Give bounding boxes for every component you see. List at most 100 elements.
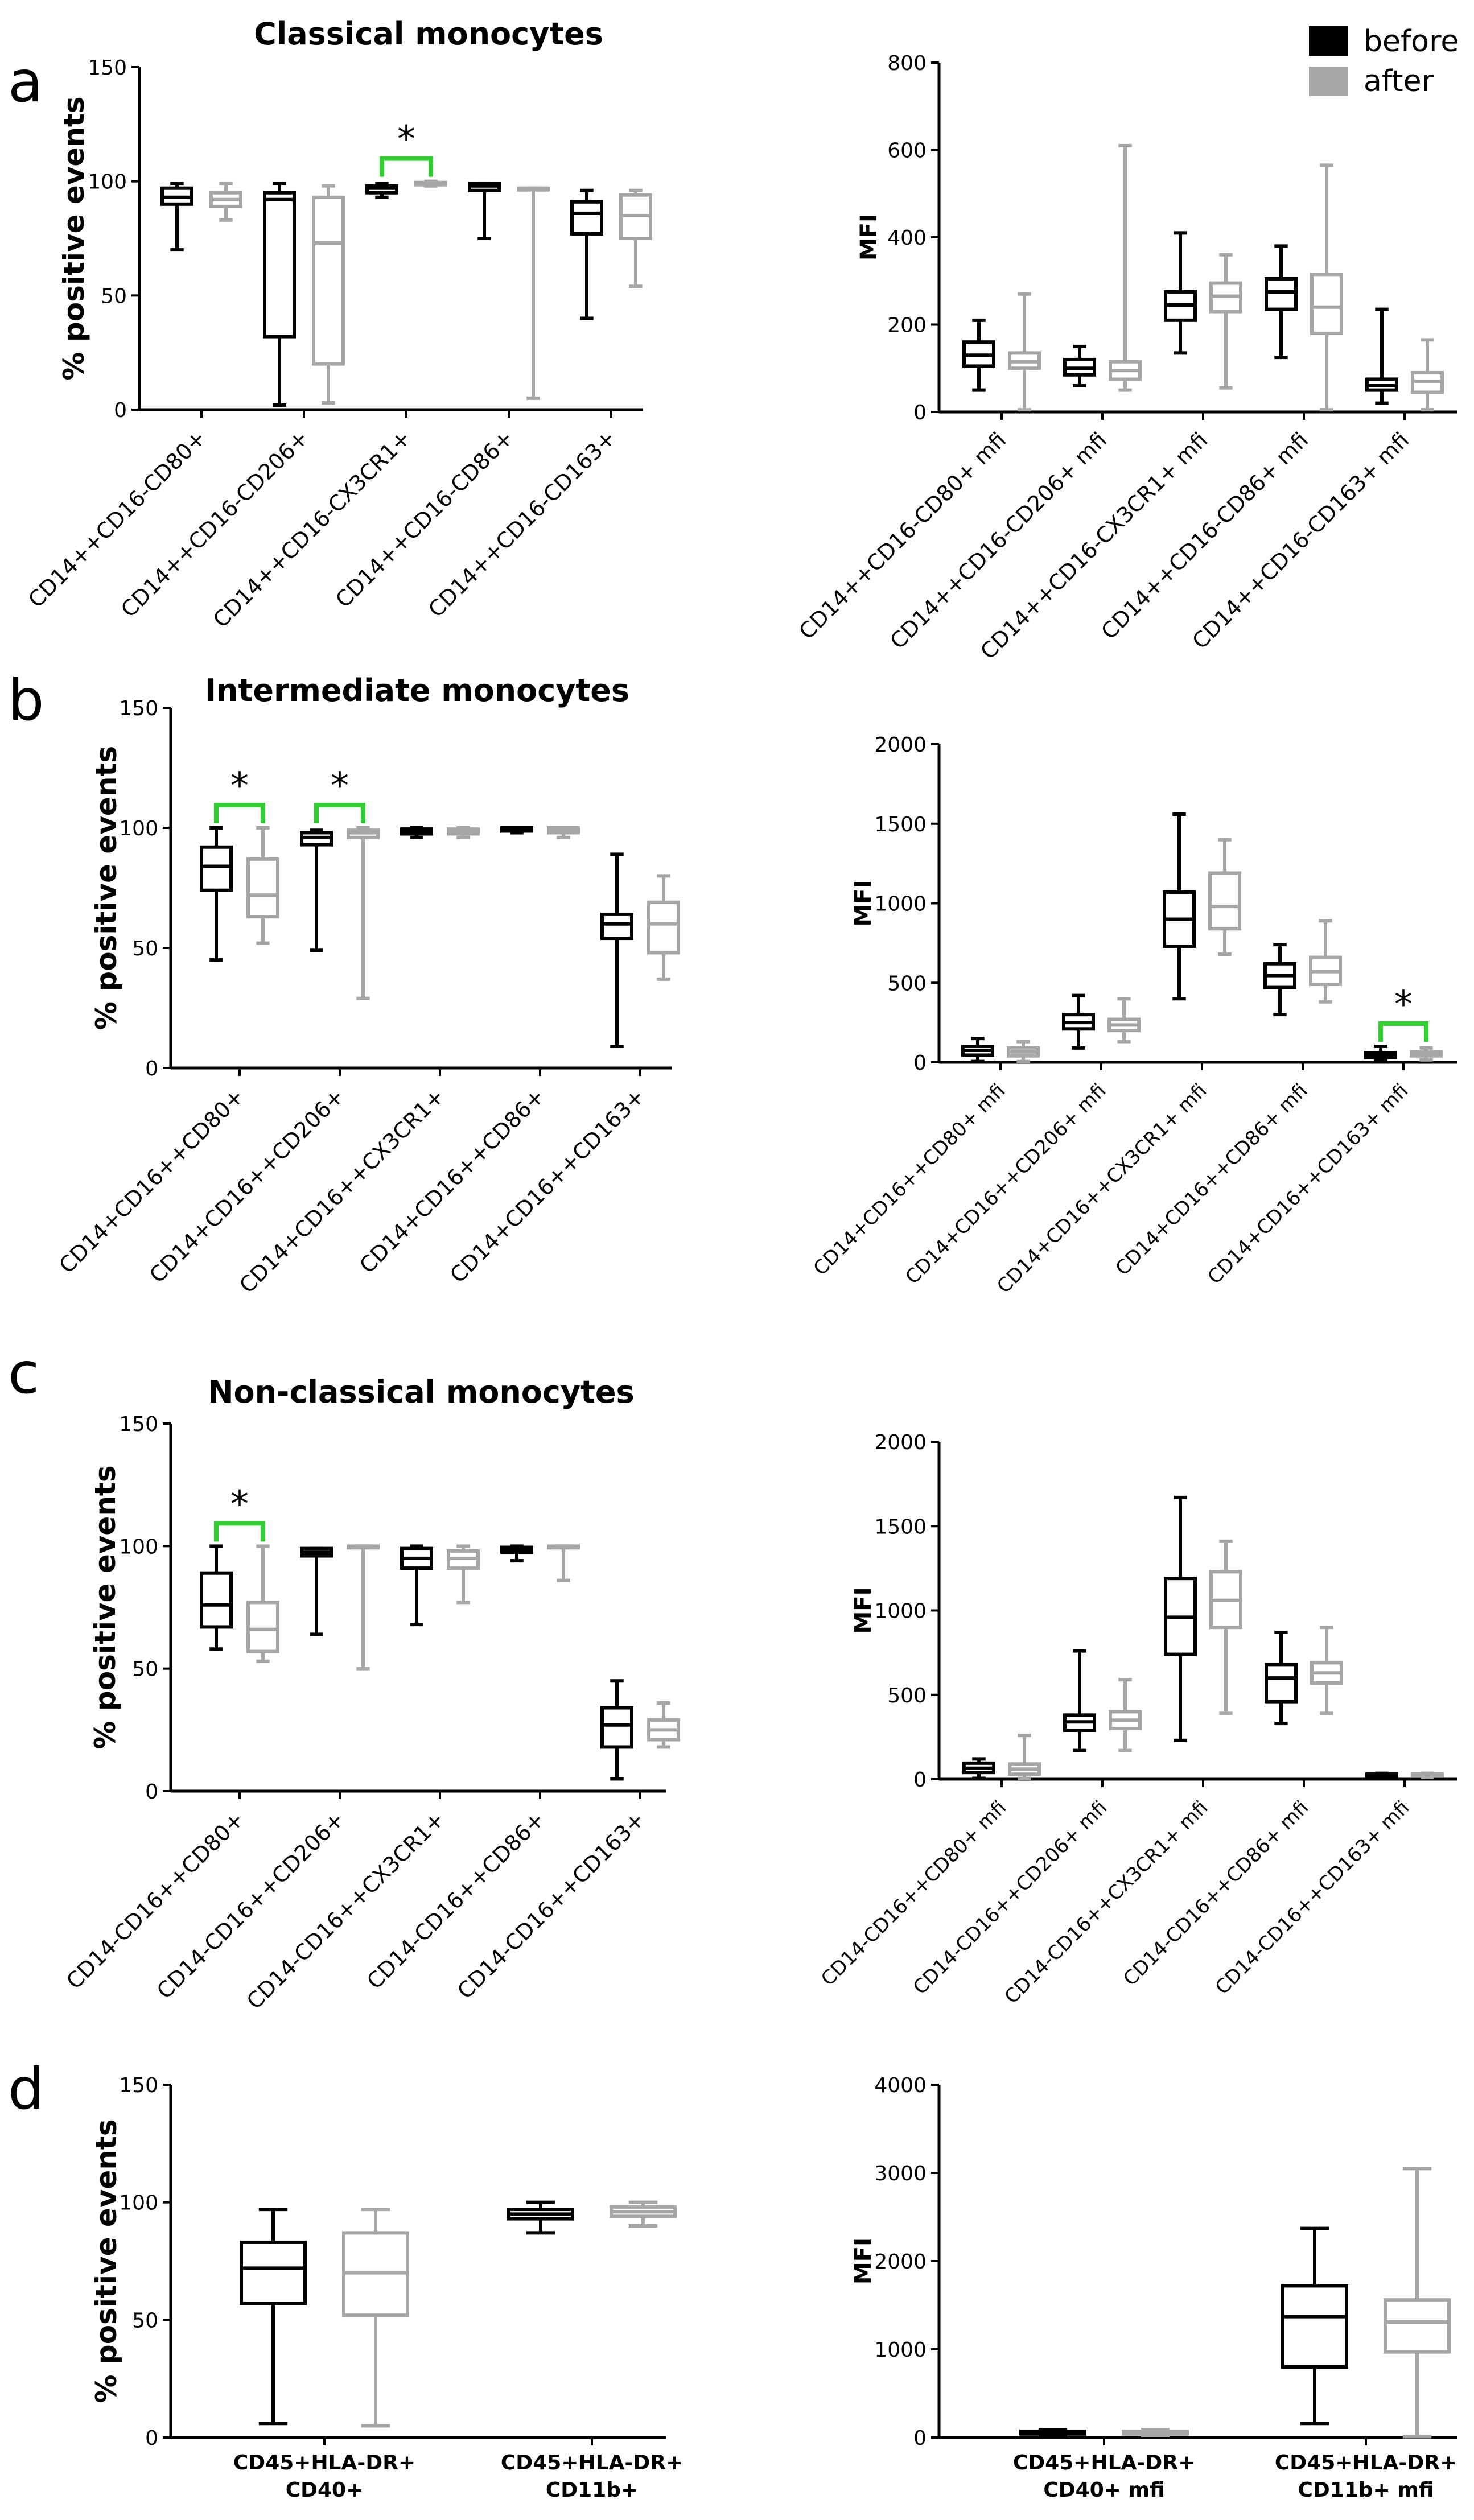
y-tick-label: 0 xyxy=(913,1768,927,1792)
x-category-label: CD14-CD16++CD86+ xyxy=(362,1807,549,1994)
x-category-label: CD11b+ xyxy=(546,2478,638,2502)
y-tick-label: 50 xyxy=(132,1658,158,1681)
panel-title-a: Classical monocytes xyxy=(254,16,603,52)
box-after xyxy=(312,195,345,366)
panel-label-a: a xyxy=(8,48,43,115)
y-tick-label: 0 xyxy=(913,2427,927,2450)
y-tick-label: 3000 xyxy=(874,2162,927,2185)
y-tick-label: 150 xyxy=(88,56,127,80)
x-category-label: CD14++CD16-CD80+ xyxy=(23,425,211,612)
significance-star: * xyxy=(230,765,249,807)
y-tick-label: 50 xyxy=(132,2309,158,2332)
x-category-label: CD14+CD16++CD206+ mfi xyxy=(901,1079,1110,1289)
y-tick-label: 150 xyxy=(119,2074,158,2097)
legend-label-after: after xyxy=(1364,64,1434,98)
panel-label-c: c xyxy=(8,1340,39,1407)
y-tick-label: 150 xyxy=(119,697,158,720)
x-category-label: CD11b+ mfi xyxy=(1298,2478,1434,2502)
box-before xyxy=(600,1706,633,1749)
box-before xyxy=(600,912,633,941)
x-category-label: CD14-CD16++CD206+ mfi xyxy=(909,1796,1112,1999)
x-category-label: CD45+HLA-DR+ xyxy=(1275,2451,1457,2474)
panel-title-b: Intermediate monocytes xyxy=(205,673,629,708)
y-tick-label: 1000 xyxy=(874,893,927,916)
x-category-label: CD14++CD16-CD206+ xyxy=(116,425,313,622)
x-category-label: CD14-CD16++CD86+ mfi xyxy=(1119,1796,1313,1990)
significance-star: * xyxy=(230,1483,249,1525)
y-tick-label: 150 xyxy=(119,1413,158,1436)
x-category-label: CD14+CD16++CX3CR1+ xyxy=(234,1083,449,1298)
x-category-label: CD40+ xyxy=(286,2478,364,2502)
box-before xyxy=(1281,2284,1348,2369)
y-axis-label: MFI xyxy=(850,880,876,926)
box-after xyxy=(246,1601,279,1653)
y-tick-label: 4000 xyxy=(874,2074,927,2097)
panel-label-d: d xyxy=(8,2056,44,2122)
x-category-label: CD14++CD16-CX3CR1+ xyxy=(208,425,415,632)
y-axis-label: MFI xyxy=(850,2238,876,2284)
x-category-label: CD14++CD16-CD206+ mfi xyxy=(885,427,1111,654)
panel-title-c: Non-classical monocytes xyxy=(208,1374,634,1410)
y-axis-label: % positive events xyxy=(89,1465,122,1749)
y-tick-label: 1000 xyxy=(874,1600,927,1623)
x-category-label: CD14+CD16++CX3CR1+ mfi xyxy=(993,1079,1211,1298)
y-axis-label: % positive events xyxy=(90,746,123,1030)
legend: before after xyxy=(1309,24,1459,98)
box-after xyxy=(1310,273,1343,335)
x-category-label: CD14-CD16++CD80+ xyxy=(61,1807,249,1994)
x-category-label: CD14+CD16++CD80+ xyxy=(54,1083,249,1278)
x-category-label: CD14++CD16-CD80+ mfi xyxy=(794,427,1011,644)
x-category-label: CD14-CD16++CD206+ xyxy=(152,1807,349,2003)
x-category-label: CD14++CD16-CD86+ mfi xyxy=(1096,427,1313,644)
y-tick-label: 200 xyxy=(887,314,927,337)
box-after xyxy=(246,857,279,919)
y-tick-label: 400 xyxy=(887,226,927,250)
y-tick-label: 0 xyxy=(114,399,127,422)
x-category-label: CD14+CD16++CD163+ xyxy=(445,1083,649,1288)
box-after xyxy=(1208,871,1241,931)
significance-bracket xyxy=(214,803,265,823)
y-axis-label: MFI xyxy=(856,214,882,261)
y-tick-label: 0 xyxy=(913,401,927,424)
y-tick-label: 2000 xyxy=(874,1431,927,1454)
significance-star: * xyxy=(331,765,349,807)
legend-label-before: before xyxy=(1364,24,1459,59)
x-category-label: CD40+ mfi xyxy=(1043,2478,1164,2502)
chart-b-left: 0 50 100 150 % positive events CD14+CD16++CD8… xyxy=(54,697,680,1298)
y-tick-label: 2000 xyxy=(874,733,927,757)
y-tick-label: 50 xyxy=(132,937,158,960)
y-tick-label: 800 xyxy=(887,52,927,75)
x-category-label: CD14+CD16++CD163+ mfi xyxy=(1203,1079,1413,1289)
y-tick-label: 1000 xyxy=(874,2338,927,2362)
significance-star: * xyxy=(1394,984,1413,1026)
y-tick-label: 100 xyxy=(119,817,158,840)
y-tick-label: 2000 xyxy=(874,2250,927,2274)
x-category-label: CD14+CD16++CD86+ xyxy=(355,1083,549,1278)
x-category-label: CD45+HLA-DR+ xyxy=(233,2451,415,2474)
legend-swatch-before xyxy=(1309,26,1348,56)
x-category-label: CD14++CD16-CD163+ mfi xyxy=(1187,427,1414,654)
x-category-label: CD14-CD16++CX3CR1+ xyxy=(242,1807,449,2014)
box-before xyxy=(200,845,233,892)
box-before xyxy=(1265,277,1298,311)
significance-bracket xyxy=(314,803,365,823)
x-category-label: CD45+HLA-DR+ xyxy=(1013,2451,1195,2474)
y-tick-label: 100 xyxy=(119,2192,158,2215)
legend-swatch-after xyxy=(1309,67,1348,96)
y-tick-label: 600 xyxy=(887,139,927,163)
box-after xyxy=(1384,2298,1451,2354)
y-tick-label: 100 xyxy=(119,1535,158,1558)
chart-d-right: 0 1000 2000 3000 4000 MFI CD45+HLA-DR+ CD40+ mf… xyxy=(850,2074,1457,2502)
significance-star: * xyxy=(397,119,415,161)
x-category-label: CD14-CD16++CD163+ xyxy=(452,1807,649,2003)
y-tick-label: 1500 xyxy=(874,1515,927,1539)
x-category-label: CD45+HLA-DR+ xyxy=(501,2451,683,2474)
box-before xyxy=(263,191,296,339)
y-tick-label: 100 xyxy=(88,171,127,194)
box-after xyxy=(647,900,680,955)
y-axis-label: % positive events xyxy=(57,96,90,380)
y-tick-label: 0 xyxy=(913,1051,927,1075)
